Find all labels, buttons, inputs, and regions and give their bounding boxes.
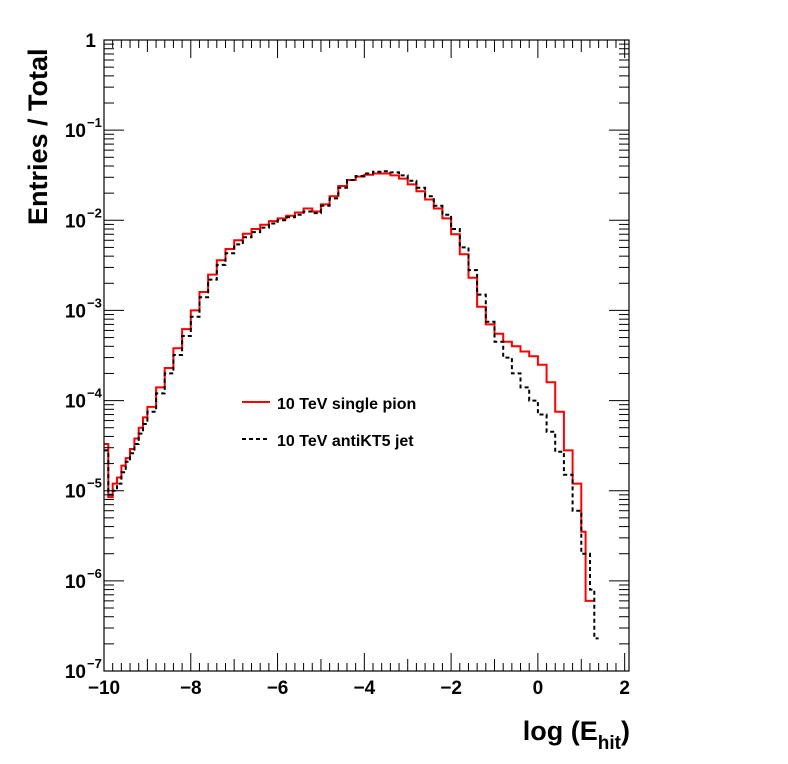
series-layer <box>104 170 599 640</box>
x-tick-label: −2 <box>440 678 462 699</box>
legend: 10 TeV single pion 10 TeV antiKT5 jet <box>242 396 416 450</box>
y-tick-label-exponent: −6 <box>87 566 102 581</box>
axes-layer <box>103 39 630 672</box>
y-tick-label-exponent: −5 <box>87 476 102 491</box>
x-axis-label-close: ) <box>621 716 630 746</box>
y-tick-label: 1 <box>85 31 96 52</box>
plot-frame <box>103 39 630 672</box>
legend-label-series-0: 10 TeV single pion <box>277 396 416 413</box>
y-tick-label-exponent: −3 <box>87 295 102 310</box>
y-tick-label: 10 <box>65 662 86 683</box>
tick-labels-layer: −10 −8 −6 −4 −2 0 2110−110−210−310−410−510−610… <box>65 31 630 699</box>
series-1-line <box>104 170 599 640</box>
y-tick-label-exponent: −7 <box>87 656 102 671</box>
y-tick-label: 10 <box>65 392 86 413</box>
x-axis-label-main: log (E <box>523 716 598 746</box>
y-tick-label: 10 <box>65 572 86 593</box>
y-tick-label-exponent: −1 <box>87 115 102 130</box>
y-tick-label-exponent: −4 <box>87 386 103 401</box>
y-tick-label: 10 <box>65 211 86 232</box>
x-tick-label: 2 <box>619 678 630 699</box>
legend-label-series-1: 10 TeV antiKT5 jet <box>277 433 414 450</box>
y-axis-label: Entries / Total <box>23 48 53 225</box>
x-tick-label: 0 <box>533 678 544 699</box>
x-tick-label: −10 <box>88 678 120 699</box>
y-tick-label: 10 <box>65 301 86 322</box>
y-tick-label-exponent: −2 <box>87 205 102 220</box>
x-tick-label: −4 <box>353 678 375 699</box>
y-tick-label: 10 <box>65 482 86 503</box>
x-tick-label: −8 <box>180 678 202 699</box>
y-tick-label: 10 <box>65 121 86 142</box>
x-axis-label: log (Ehit) <box>523 716 630 754</box>
x-axis-label-subscript: hit <box>598 733 622 754</box>
x-tick-label: −6 <box>267 678 289 699</box>
